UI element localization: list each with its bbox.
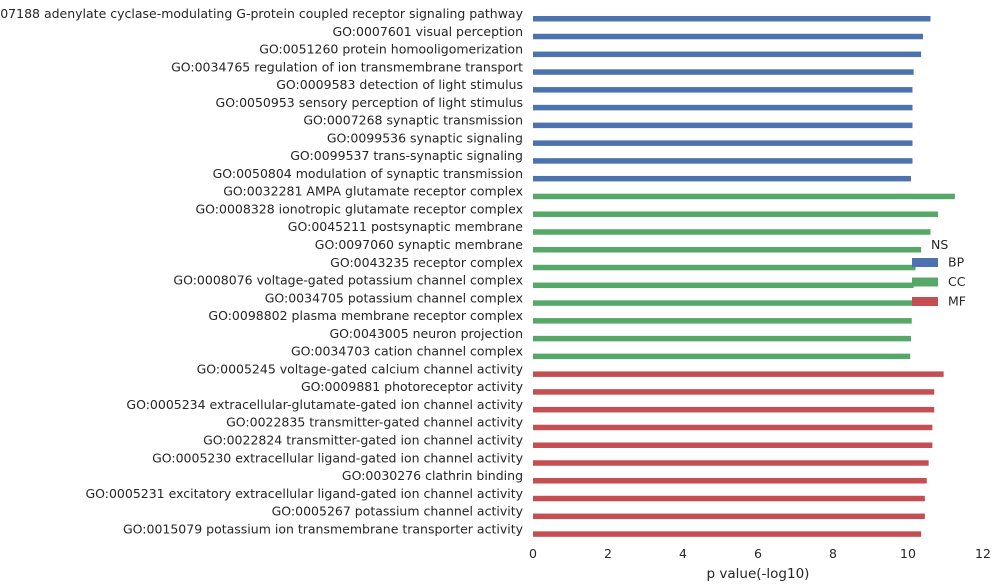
bar-mf-22 (533, 389, 935, 395)
bar-bp-3 (533, 51, 922, 58)
x-tick-label: 0 (529, 546, 537, 561)
bar-mf-27 (533, 478, 927, 484)
bar-cc-20 (533, 353, 911, 360)
category-label: GO:0008328 ionotropic glutamate receptor… (196, 201, 524, 216)
bar-bp-10 (533, 175, 911, 182)
bar-mf-24 (533, 424, 933, 431)
category-label: GO:0034705 potassium channel complex (265, 290, 523, 305)
legend-swatch-cc (912, 277, 938, 287)
category-label: GO:0032281 AMPA glutamate receptor compl… (223, 184, 523, 199)
bar-bp-6 (533, 104, 913, 111)
category-label: GO:0005267 potassium channel activity (272, 504, 524, 519)
category-label: GO:0045211 postsynaptic membrane (288, 219, 524, 234)
x-tick-label: 6 (754, 546, 762, 561)
category-label: GO:0007188 adenylate cyclase-modulating … (0, 6, 524, 21)
category-label: GO:0034703 cation channel complex (291, 344, 523, 359)
category-label: GO:0030276 clathrin binding (342, 468, 523, 483)
category-label: GO:0099536 synaptic signaling (327, 130, 523, 145)
category-label: GO:0099537 trans-synaptic signaling (290, 148, 523, 163)
bar-bp-1 (533, 16, 931, 22)
bar-cc-13 (533, 229, 931, 235)
bar-cc-12 (533, 211, 938, 217)
category-label: GO:0043235 receptor complex (330, 255, 523, 270)
bar-cc-18 (533, 318, 912, 324)
bar-cc-11 (533, 193, 955, 200)
bar-bp-9 (533, 158, 913, 164)
category-label: GO:0043005 neuron projection (329, 326, 523, 341)
category-label: GO:0007268 synaptic transmission (303, 113, 523, 128)
category-label: GO:0022835 transmitter-gated channel act… (226, 415, 523, 430)
category-label: GO:0098802 plasma membrane receptor comp… (208, 308, 523, 323)
category-label: GO:0034765 regulation of ion transmembra… (171, 59, 523, 74)
bar-cc-17 (533, 300, 914, 306)
category-label: GO:0015079 potassium ion transmembrane t… (123, 521, 524, 536)
category-label: GO:0008076 voltage-gated potassium chann… (173, 273, 523, 288)
category-label: GO:0007601 visual perception (332, 24, 523, 39)
bar-mf-21 (533, 371, 944, 377)
bar-mf-29 (533, 513, 925, 520)
x-tick-label: 10 (900, 546, 916, 561)
legend-label-bp: BP (948, 255, 965, 270)
x-tick-label: 8 (829, 546, 837, 561)
category-label: GO:0005230 extracellular ligand-gated io… (152, 450, 524, 465)
category-labels: GO:0007188 adenylate cyclase-modulating … (0, 6, 524, 536)
bar-mf-26 (533, 460, 929, 466)
category-label: GO:0022824 transmitter-gated ion channel… (203, 432, 524, 447)
legend-label-cc: CC (948, 274, 966, 289)
category-label: GO:0050804 modulation of synaptic transm… (213, 166, 523, 181)
bar-cc-15 (533, 264, 916, 271)
legend-swatch-bp (912, 258, 938, 267)
legend-title: NS (931, 237, 948, 252)
category-label: GO:0005231 excitatory extracellular liga… (85, 486, 523, 501)
bar-bp-8 (533, 140, 913, 146)
bar-cc-16 (533, 282, 914, 289)
legend-swatch-mf (912, 297, 938, 306)
x-axis-title: p value(-log10) (707, 566, 810, 582)
category-label: GO:0009583 detection of light stimulus (276, 77, 523, 92)
bar-mf-28 (533, 495, 925, 502)
bar-bp-4 (533, 69, 914, 75)
legend-label-mf: MF (948, 294, 966, 309)
bars-group (533, 16, 955, 537)
x-axis: 0 2 4 6 8 10 12 (529, 546, 991, 561)
category-label: GO:0051260 protein homooligomerization (259, 42, 523, 57)
category-label: GO:0005245 voltage-gated calcium channel… (197, 361, 524, 376)
category-label: GO:0009881 photoreceptor activity (301, 379, 524, 394)
bar-mf-25 (533, 442, 933, 448)
x-tick-label: 2 (604, 546, 612, 561)
category-label: GO:0097060 synaptic membrane (315, 237, 524, 252)
bar-mf-23 (533, 406, 935, 413)
bar-bp-7 (533, 122, 913, 129)
bar-mf-30 (533, 531, 922, 537)
bar-bp-5 (533, 87, 913, 93)
x-tick-label: 12 (975, 546, 991, 561)
bar-cc-19 (533, 335, 911, 342)
bar-cc-14 (533, 247, 922, 253)
category-label: GO:0005234 extracellular-glutamate-gated… (126, 397, 523, 412)
category-label: GO:0050953 sensory perception of light s… (216, 95, 523, 110)
bar-bp-2 (533, 33, 923, 40)
x-tick-label: 4 (679, 546, 687, 561)
